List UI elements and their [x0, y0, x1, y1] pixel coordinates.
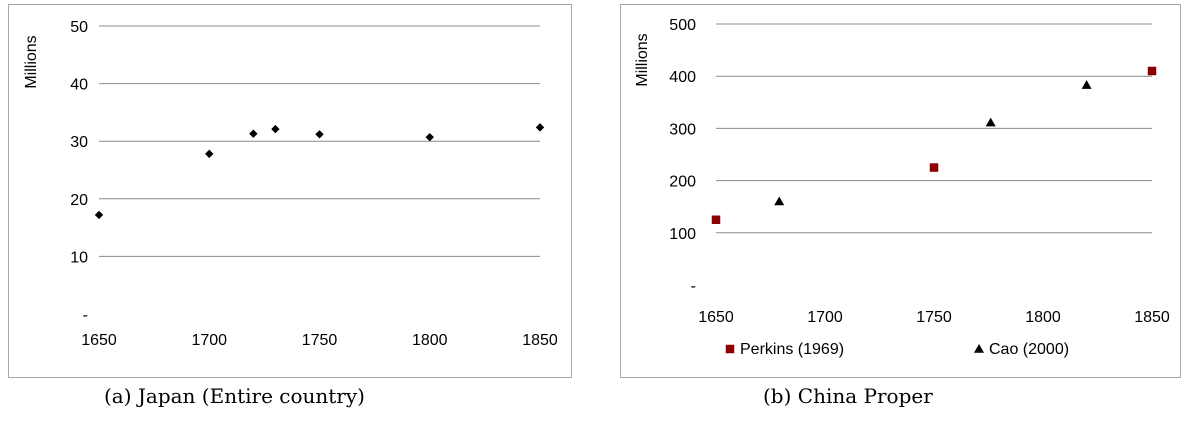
chart2-point-square — [1147, 66, 1157, 76]
chart2-y-tick-label: - — [691, 278, 696, 295]
chart1-y-tick-label: 30 — [70, 134, 88, 151]
chart1-y-tick-label: 20 — [70, 192, 88, 209]
chart2-legend-marker-triangle — [974, 344, 984, 353]
chart2-point-triangle — [985, 117, 996, 127]
chart1-point-diamond — [535, 123, 545, 132]
chart1-y-tick-label: 40 — [70, 77, 88, 94]
caption-japan: (a) Japan (Entire country) — [104, 384, 365, 408]
chart1-x-tick-label: 1650 — [81, 332, 117, 349]
chart1-y-tick-label: 50 — [70, 19, 88, 36]
chart2-y-tick-label: 200 — [669, 174, 696, 191]
chart2-y-tick-label: 100 — [669, 226, 696, 243]
chart2-y-tick-label: 300 — [669, 121, 696, 138]
chart1-x-tick-label: 1800 — [412, 332, 448, 349]
chart2-point-square — [929, 163, 939, 172]
chart1-point-diamond — [94, 210, 104, 220]
chart2-point-triangle — [774, 196, 785, 206]
chart-panel-china — [620, 4, 1181, 378]
chart2-x-tick-label: 1850 — [1134, 309, 1170, 326]
caption-china: (b) China Proper — [763, 384, 933, 408]
chart2-x-tick-label: 1800 — [1025, 309, 1061, 326]
chart2-x-tick-label: 1650 — [698, 309, 734, 326]
chart2-legend-label: Cao (2000) — [989, 341, 1069, 358]
chart1-point-diamond — [315, 130, 324, 139]
chart2-point-triangle — [1081, 80, 1092, 89]
chart-panel-japan — [8, 4, 572, 378]
chart1-y-tick-label: - — [83, 307, 88, 324]
chart2-x-tick-label: 1700 — [807, 309, 843, 326]
chart2-y-tick-label: 500 — [669, 17, 696, 34]
chart2-y-tick-label: 400 — [669, 69, 696, 86]
chart2-legend-label: Perkins (1969) — [740, 341, 844, 358]
chart1-x-tick-label: 1750 — [302, 332, 338, 349]
chart2-legend-marker-square — [725, 344, 735, 354]
chart1-point-diamond — [425, 132, 434, 142]
chart2-y-axis-label: Millions — [634, 33, 651, 86]
chart1-x-tick-label: 1850 — [522, 332, 558, 349]
chart2-point-square — [711, 215, 721, 224]
chart2-x-tick-label: 1750 — [916, 309, 952, 326]
chart1-y-axis-label: Millions — [23, 35, 40, 88]
chart1-point-diamond — [249, 129, 258, 138]
chart1-x-tick-label: 1700 — [191, 332, 227, 349]
chart1-point-diamond — [205, 149, 214, 159]
chart1-point-diamond — [271, 124, 280, 134]
chart1-y-tick-label: 10 — [70, 249, 88, 266]
